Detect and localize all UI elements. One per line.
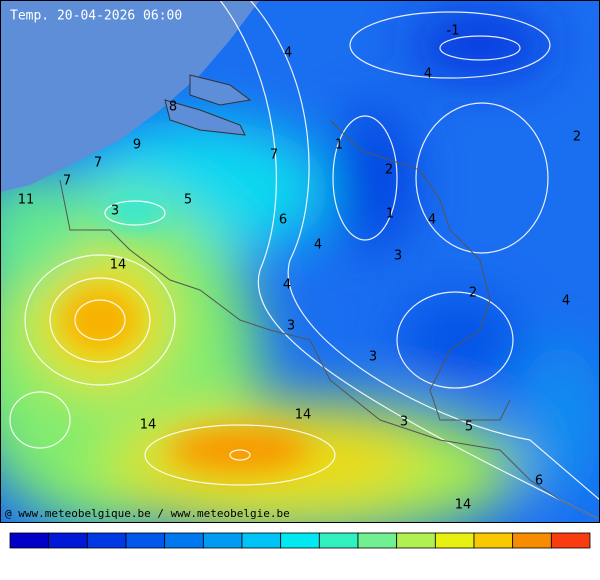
colorbar-segment [280,532,320,549]
colorbar-segment [396,532,436,549]
contour-label: 3 [400,415,408,430]
contour-label: 11 [18,193,35,208]
contour-label: 3 [394,249,402,264]
contour-label: 7 [94,156,102,171]
colorbar-segment [512,532,552,549]
contour-label: 7 [63,174,71,189]
contour-label: 4 [314,238,322,253]
colorbar-segment [202,532,243,549]
contour-label: 14 [140,418,157,433]
credit: @ www.meteobelgique.be / www.meteobelgie… [5,507,290,520]
colorbar [9,532,591,549]
contour-label: 1 [335,138,343,153]
contour-label: 1 [386,207,394,222]
contour-label: 14 [110,258,127,273]
contour-label: 14 [295,408,312,423]
contour-label: 14 [455,498,472,513]
colorbar-segment [357,532,398,549]
contour-label: 9 [133,138,141,153]
contour-label: 5 [465,420,473,435]
colorbar-segment [86,532,127,549]
colorbar-segment [318,532,359,549]
contour-label: 2 [469,286,477,301]
colorbar-segment [9,532,50,549]
contour-label: -1 [447,24,460,39]
temperature-field [0,0,600,523]
contour-label: 6 [279,213,287,228]
colorbar-segment [241,532,282,549]
colorbar-segment [473,532,514,549]
contour-label: 4 [284,46,292,61]
contour-label: 4 [428,213,436,228]
contour-label: 3 [287,319,295,334]
colorbar-segment [164,532,204,549]
colorbar-segment [550,532,591,549]
contour-label: 8 [169,100,177,115]
contour-label: 7 [270,148,278,163]
contour-label: 3 [369,350,377,365]
contour-label: 4 [562,294,570,309]
colorbar-segment [434,532,475,549]
contour-label: 6 [535,474,543,489]
contour-label: 5 [184,193,192,208]
colorbar-segment [48,532,88,549]
contour-label: 2 [573,130,581,145]
colorbar-segment [125,532,166,549]
contour-label: 4 [424,67,432,82]
contour-label: 3 [111,204,119,219]
contour-label: 4 [283,278,291,293]
map-title: Temp. 20-04-2026 06:00 [10,9,182,24]
contour-labels: 4 -1 4 8 9 1 7 2 7 2 7 11 5 3 1 6 4 4 3 14 4 2 4 3 3 14 14 3 5 6 14 [18,24,581,513]
contour-label: 2 [385,163,393,178]
